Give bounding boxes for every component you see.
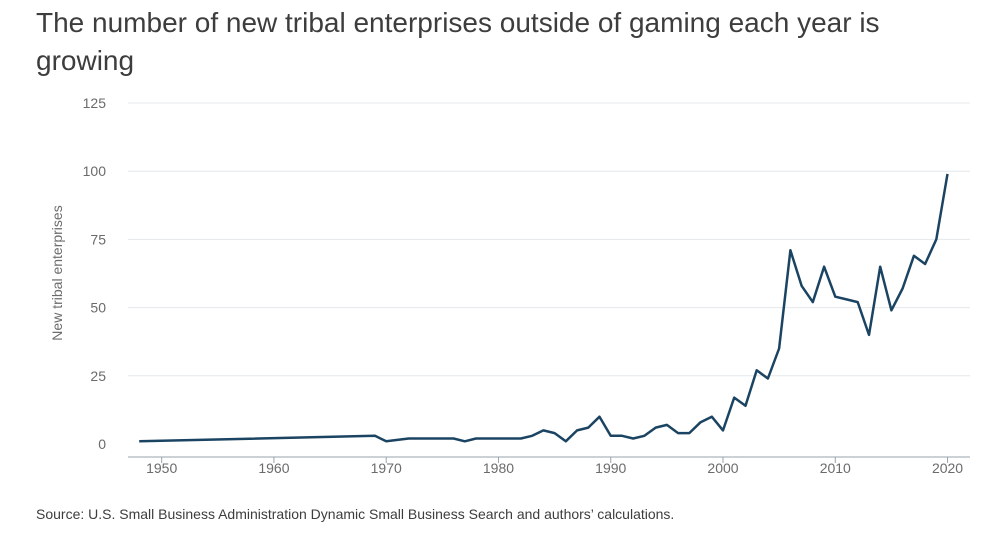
y-axis-title: New tribal enterprises (49, 205, 65, 340)
y-tick-label: 75 (90, 231, 106, 247)
gridlines (128, 102, 970, 377)
x-tick-label: 2000 (707, 460, 738, 476)
y-tick-label: 0 (98, 436, 106, 452)
y-tick-label: 100 (83, 163, 107, 179)
series-line (139, 173, 949, 443)
y-tick-label: 25 (90, 368, 106, 384)
x-tick-label: 2020 (932, 460, 963, 476)
x-tick-label: 2010 (820, 460, 851, 476)
x-axis: 1950 1960 1970 1980 1990 2000 2010 2020 (128, 456, 970, 476)
y-tick-label: 125 (83, 95, 107, 111)
line-chart: 0 25 50 75 100 125 1950 1960 1970 1980 1990 2000 20… (49, 95, 970, 476)
x-tick-label: 1990 (595, 460, 626, 476)
x-tick-label: 1970 (371, 460, 402, 476)
x-tick-label: 1980 (483, 460, 514, 476)
chart-title: The number of new tribal enterprises out… (36, 7, 880, 76)
y-axis-ticks: 0 25 50 75 100 125 (83, 95, 107, 452)
y-tick-label: 50 (90, 300, 106, 316)
source-note: Source: U.S. Small Business Administrati… (36, 506, 675, 522)
x-tick-label: 1960 (258, 460, 289, 476)
x-tick-label: 1950 (146, 460, 177, 476)
